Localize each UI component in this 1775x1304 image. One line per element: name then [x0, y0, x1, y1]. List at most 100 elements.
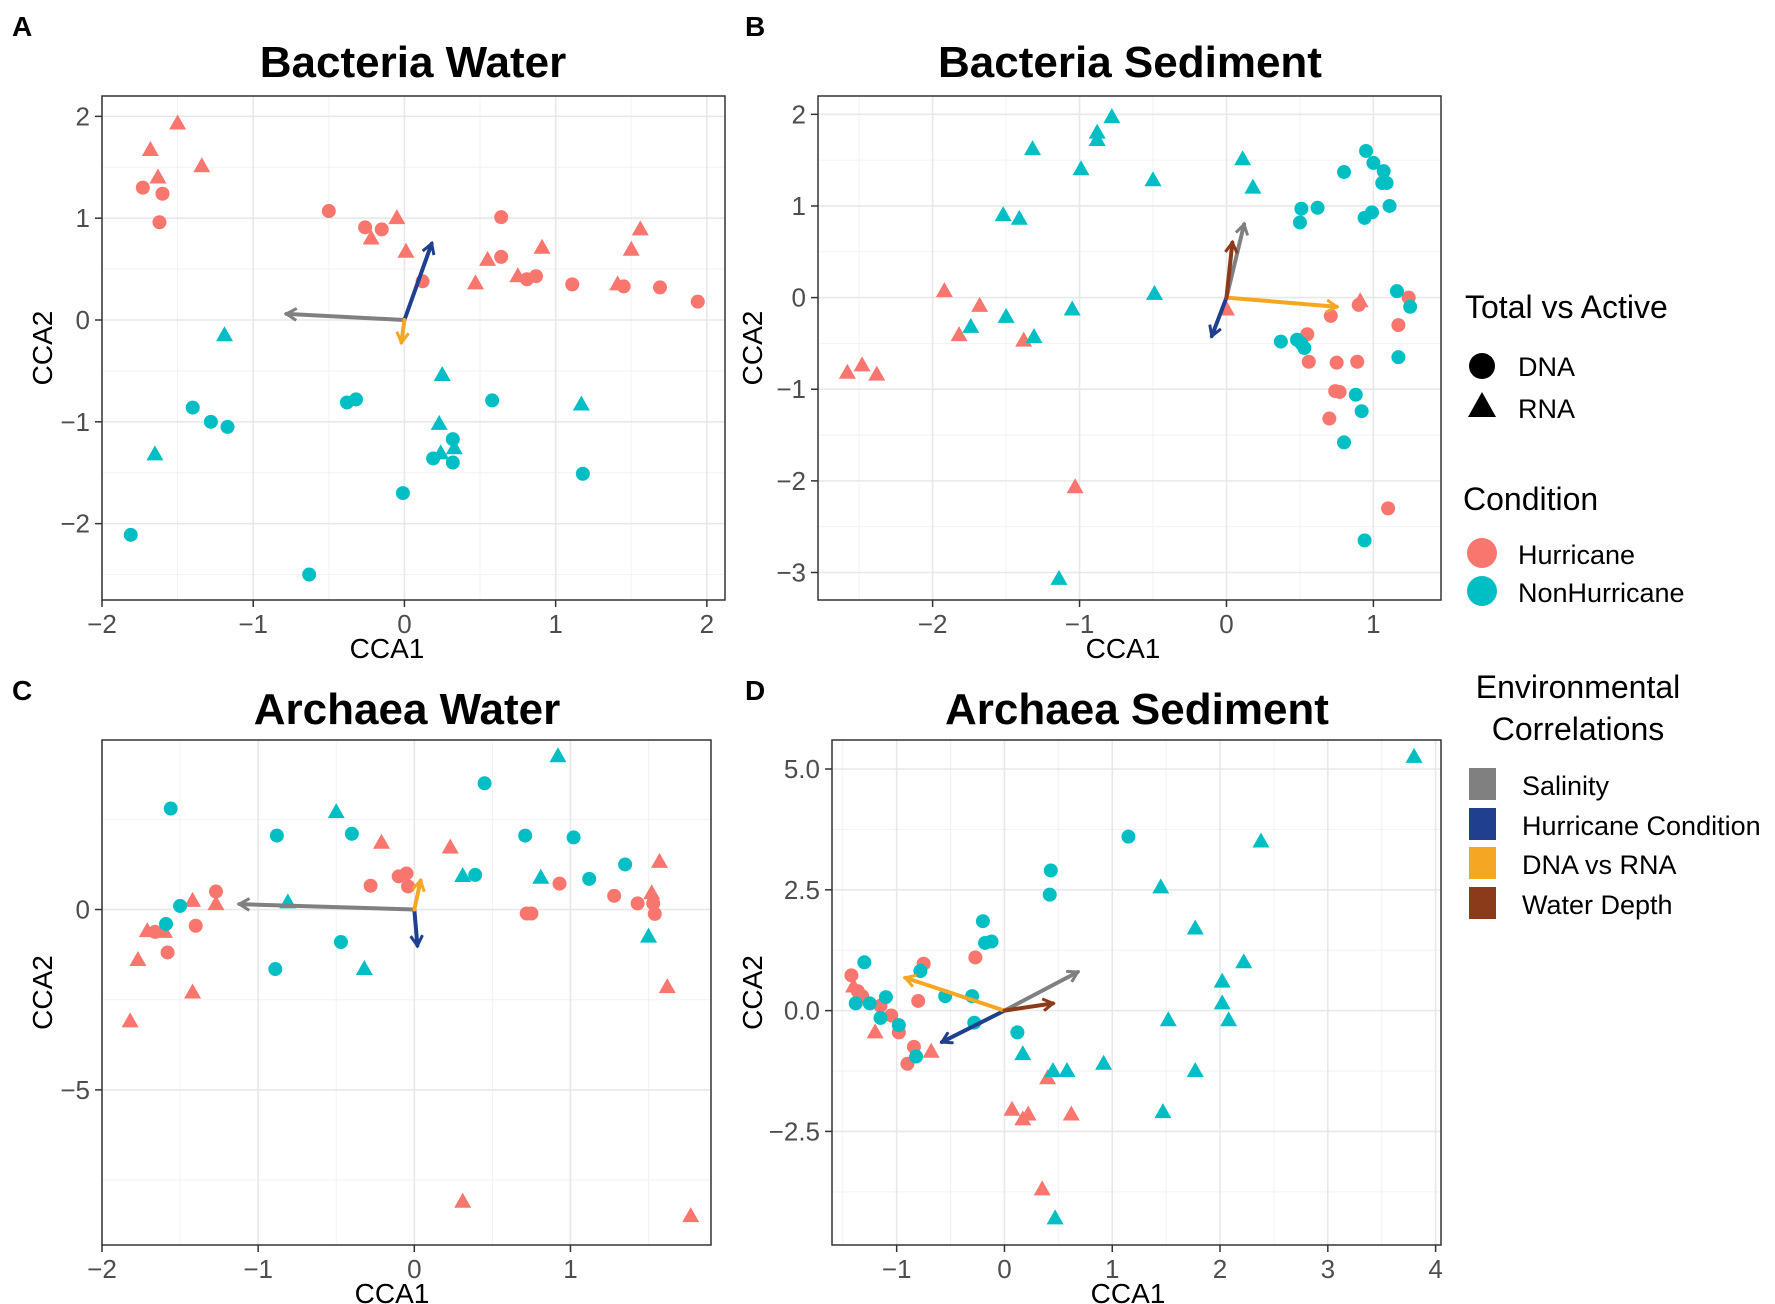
nonhurricane-rna-point — [532, 868, 550, 884]
legend-nonhurricane-label: NonHurricane — [1518, 578, 1685, 608]
hurricane-rna-point — [129, 951, 147, 967]
legend-water-depth-swatch — [1469, 887, 1496, 919]
hurricane-rna-point — [207, 895, 225, 911]
y-axis-title: CCA2 — [27, 955, 58, 1030]
y-tick-label: 1 — [792, 191, 806, 221]
hurricane-dna-point — [552, 876, 567, 891]
y-tick-label: 0.0 — [784, 996, 820, 1026]
nonhurricane-dna-point — [349, 392, 364, 407]
nonhurricane-dna-point — [1364, 205, 1379, 220]
nonhurricane-rna-point — [1159, 1011, 1177, 1027]
hurricane-rna-point — [838, 363, 856, 379]
nonhurricane-dna-point — [1297, 341, 1312, 355]
x-tick-label: 0 — [397, 609, 411, 639]
y-tick-label: 2.5 — [784, 875, 820, 905]
legend: Total vs Active DNA RNA Condition Hurric… — [1463, 289, 1761, 920]
nonhurricane-dna-point — [395, 486, 410, 501]
nonhurricane-dna-point — [1294, 201, 1309, 216]
hurricane-dna-point — [1323, 308, 1338, 323]
hurricane-rna-point — [466, 274, 484, 290]
plot-area — [818, 96, 1441, 600]
hurricane-rna-point — [169, 114, 187, 130]
hurricane-dna-point — [911, 993, 926, 1008]
legend-condition-title: Condition — [1463, 481, 1598, 517]
nonhurricane-dna-point — [333, 935, 348, 949]
hurricane-rna-point — [650, 852, 668, 868]
hurricane-dna-point — [208, 884, 223, 899]
hurricane-dna-point — [646, 896, 661, 911]
x-tick-label: 1 — [548, 609, 562, 639]
salinity-arrow — [1002, 972, 1077, 1013]
nonhurricane-rna-point — [1014, 1045, 1032, 1061]
nonhurricane-dna-point — [1379, 176, 1394, 191]
hurricane-condition-arrow — [942, 1008, 1007, 1042]
nonhurricane-rna-point — [1186, 919, 1204, 935]
nonhurricane-rna-point — [445, 439, 463, 455]
legend-hurricane-condition-swatch — [1469, 808, 1496, 840]
nonhurricane-rna-point — [1220, 1011, 1238, 1027]
hurricane-rna-point — [643, 884, 661, 900]
chart-title: Bacteria Water — [260, 38, 567, 87]
hurricane-dna-point — [652, 280, 667, 295]
hurricane-dna-point — [616, 279, 631, 294]
nonhurricane-rna-point — [1046, 1209, 1064, 1225]
hurricane-dna-point — [1322, 411, 1337, 426]
nonhurricane-rna-point — [1252, 832, 1270, 848]
y-tick-label: −1 — [60, 407, 90, 437]
x-tick-label: −1 — [238, 609, 268, 639]
y-tick-label: 5.0 — [784, 754, 820, 784]
x-tick-label: −1 — [882, 1254, 912, 1284]
nonhurricane-dna-point — [1382, 198, 1397, 213]
hurricane-dna-point — [884, 1008, 899, 1023]
nonhurricane-rna-point — [1244, 178, 1262, 194]
nonhurricane-dna-point — [582, 871, 597, 886]
nonhurricane-dna-point — [1010, 1025, 1025, 1040]
nonhurricane-rna-point — [1186, 1062, 1204, 1078]
x-tick-label: 2 — [700, 609, 714, 639]
nonhurricane-dna-point — [1337, 165, 1352, 180]
y-tick-label: 2 — [76, 101, 90, 131]
nonhurricane-dna-point — [1273, 334, 1288, 349]
chart-title: Archaea Water — [254, 685, 561, 734]
nonhurricane-dna-point — [1043, 863, 1058, 878]
hurricane-rna-point — [141, 140, 159, 156]
nonhurricane-dna-point — [163, 801, 178, 816]
nonhurricane-dna-point — [1042, 887, 1057, 902]
legend-rna-symbol — [1468, 392, 1496, 417]
plot-area — [102, 96, 725, 600]
hurricane-rna-point — [868, 365, 886, 381]
hurricane-dna-point — [844, 968, 859, 983]
nonhurricane-dna-point — [159, 916, 174, 931]
nonhurricane-dna-point — [1389, 284, 1404, 299]
nonhurricane-dna-point — [878, 990, 893, 1005]
nonhurricane-rna-point — [1058, 1062, 1076, 1078]
nonhurricane-rna-point — [1103, 108, 1121, 124]
x-axis-title: CCA1 — [1086, 633, 1161, 664]
y-tick-label: 0 — [76, 895, 90, 925]
x-tick-label: 3 — [1321, 1254, 1335, 1284]
hurricane-dna-point — [690, 294, 705, 309]
legend-env-title-line1: Environmental — [1476, 669, 1681, 705]
nonhurricane-rna-point — [997, 307, 1015, 323]
x-axis-title: CCA1 — [355, 1278, 430, 1304]
nonhurricane-rna-point — [962, 317, 980, 333]
nonhurricane-rna-point — [432, 444, 450, 460]
hurricane-rna-point — [373, 833, 391, 849]
panel-label: A — [12, 11, 32, 42]
salinity-arrow — [286, 314, 407, 322]
y-tick-label: 2 — [792, 99, 806, 129]
nonhurricane-rna-point — [454, 866, 472, 882]
nonhurricane-rna-point — [640, 927, 658, 943]
nonhurricane-dna-point — [909, 1049, 924, 1064]
nonhurricane-dna-point — [1121, 829, 1136, 844]
hurricane-rna-point — [388, 209, 406, 225]
nonhurricane-rna-point — [1154, 1103, 1172, 1119]
panel-label: B — [745, 11, 765, 42]
nonhurricane-rna-point — [1144, 171, 1162, 187]
nonhurricane-dna-point — [220, 419, 235, 434]
nonhurricane-rna-point — [1213, 972, 1231, 988]
hurricane-rna-point — [533, 238, 551, 254]
hurricane-dna-point — [528, 269, 543, 284]
hurricane-rna-point — [658, 978, 676, 994]
